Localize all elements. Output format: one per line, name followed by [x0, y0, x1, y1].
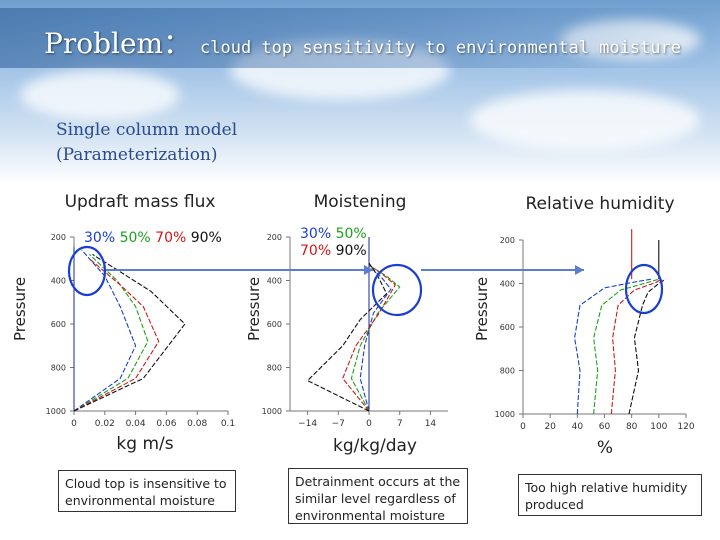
x-tick-label: 14 — [425, 419, 437, 429]
x-tick-label: 40 — [572, 422, 584, 432]
legend-item-30: 30% — [84, 230, 116, 246]
legend-moistening: 30% 50% 70% 90% — [300, 226, 367, 260]
cloud-decoration — [20, 70, 180, 120]
y-tick-label: 800 — [500, 367, 515, 376]
series-line-70 — [610, 278, 662, 415]
highlight-circle — [371, 263, 423, 317]
legend-item-70: 70% — [300, 243, 332, 259]
legend-item-90: 90% — [335, 243, 367, 259]
series-line-70 — [73, 258, 160, 412]
y-tick-label: 600 — [267, 320, 282, 329]
legend-item-70: 70% — [155, 230, 187, 246]
model-line-2: (Parameterization) — [56, 145, 218, 165]
y-tick-label: 1000 — [262, 407, 282, 416]
model-description: Single column model (Parameterization) — [56, 118, 237, 168]
series-line-30 — [359, 264, 392, 412]
x-tick-label: 0 — [366, 419, 372, 429]
cloud-decoration — [470, 90, 700, 150]
x-tick-label: 60 — [599, 422, 611, 432]
series-line-30 — [574, 278, 653, 415]
y-tick-label: 1000 — [495, 410, 515, 419]
y-tick-label: 1000 — [46, 407, 66, 416]
note-updraft: Cloud top is insensitive to environmenta… — [58, 470, 236, 512]
page-title: Problem： cloud top sensitivity to enviro… — [44, 22, 681, 62]
y-tick-label: 200 — [267, 233, 282, 242]
series-line-50 — [350, 264, 401, 412]
legend-item-30: 30% — [300, 226, 332, 242]
series-line-90 — [73, 253, 186, 412]
series-line-70 — [342, 264, 397, 412]
legend-item-90: 90% — [190, 230, 222, 246]
y-tick-label: 800 — [267, 364, 282, 373]
y-tick-label: 200 — [51, 233, 66, 242]
y-tick-label: 200 — [500, 236, 515, 245]
x-tick-label: 100 — [650, 422, 667, 432]
x-tick-label: 0.06 — [156, 419, 176, 429]
series-line-50 — [593, 278, 659, 415]
xunit-updraft: kg m/s — [116, 434, 174, 454]
y-tick-label: 600 — [51, 320, 66, 329]
panel-title-rh: Relative humidity — [525, 194, 675, 214]
arrowhead — [575, 265, 584, 275]
x-tick-label: 0.04 — [126, 419, 146, 429]
series-line-90 — [306, 262, 388, 412]
note-moistening: Detrainment occurs at the similar level … — [288, 468, 468, 524]
y-tick-label: 400 — [51, 277, 66, 286]
title-sub: cloud top sensitivity to environmental m… — [200, 38, 682, 58]
y-tick-label: 400 — [267, 277, 282, 286]
x-tick-label: −7 — [332, 419, 345, 429]
highlight-circle — [624, 263, 664, 315]
legend-item-50: 50% — [119, 230, 151, 246]
note-rh: Too high relative humidity produced — [518, 474, 702, 516]
x-tick-label: 80 — [626, 422, 638, 432]
y-tick-label: 400 — [500, 280, 515, 289]
highlight-circle — [67, 245, 107, 297]
series-line-50 — [73, 253, 149, 412]
x-tick-label: 0.08 — [187, 419, 207, 429]
series-line-30 — [73, 249, 137, 412]
legend-updraft: 30% 50% 70% 90% — [84, 230, 222, 246]
panel-title-moistening: Moistening — [313, 192, 407, 212]
panel-title-updraft: Updraft mass flux — [64, 192, 216, 212]
y-tick-label: 600 — [500, 323, 515, 332]
x-tick-label: −14 — [298, 419, 317, 429]
y-tick-label: 800 — [51, 364, 66, 373]
x-tick-label: 20 — [544, 422, 556, 432]
title-band — [0, 8, 720, 68]
x-tick-label: 120 — [677, 422, 694, 432]
x-tick-label: 7 — [397, 419, 403, 429]
model-line-1: Single column model — [56, 120, 238, 140]
legend-item-50: 50% — [335, 226, 367, 242]
title-main: Problem： — [44, 27, 192, 60]
xunit-rh: % — [596, 438, 614, 458]
x-tick-label: 0.1 — [221, 419, 235, 429]
x-tick-label: 0 — [71, 419, 77, 429]
series-line-90 — [628, 278, 666, 415]
x-tick-label: 0 — [520, 422, 526, 432]
x-tick-label: 0.02 — [95, 419, 115, 429]
arrowhead — [364, 265, 373, 275]
xunit-moistening: kg/kg/day — [333, 436, 417, 456]
